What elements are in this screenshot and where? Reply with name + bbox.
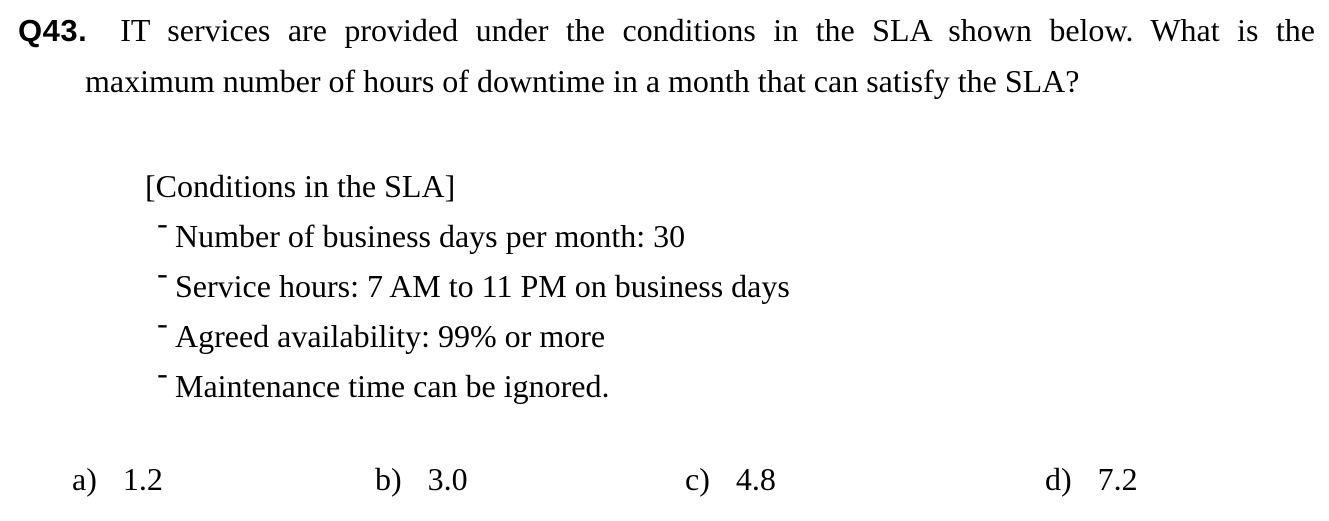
option-value: 4.8 — [735, 461, 776, 497]
question-text-line1: IT services are provided under the condi… — [120, 12, 1315, 48]
condition-text: Agreed availability: 99% or more — [175, 318, 606, 354]
option-letter: b) — [375, 461, 402, 497]
option-letter: d) — [1045, 461, 1072, 497]
condition-text: Number of business days per month: 30 — [175, 218, 686, 254]
option-letter: a) — [72, 461, 97, 497]
option-letter: c) — [685, 461, 710, 497]
conditions-header: [Conditions in the SLA] — [145, 168, 456, 204]
question-line-1: Q43. IT services are provided under the c… — [18, 5, 1315, 56]
dash-bullet-icon: - — [157, 205, 168, 241]
dash-bullet-icon: - — [157, 305, 168, 341]
condition-text: Maintenance time can be ignored. — [175, 368, 610, 404]
condition-text: Service hours: 7 AM to 11 PM on business… — [175, 268, 790, 304]
question-number: Q43. — [18, 13, 88, 48]
condition-item-maintenance: - Maintenance time can be ignored. — [145, 355, 1315, 411]
condition-item-business-days: - Number of business days per month: 30 — [145, 205, 1315, 261]
question-text-line2: maximum number of hours of downtime in a… — [85, 63, 1080, 99]
answer-option-d: d) 7.2 — [1045, 454, 1138, 504]
dash-bullet-icon: - — [157, 355, 168, 391]
answer-option-c: c) 4.8 — [685, 454, 776, 504]
option-value: 7.2 — [1097, 461, 1138, 497]
answer-options-row: a) 1.2 b) 3.0 c) 4.8 d) 7.2 — [18, 454, 1315, 504]
option-value: 1.2 — [122, 461, 163, 497]
condition-item-availability: - Agreed availability: 99% or more — [145, 305, 1315, 361]
option-value: 3.0 — [427, 461, 468, 497]
condition-item-service-hours: - Service hours: 7 AM to 11 PM on busines… — [145, 255, 1315, 311]
answer-option-a: a) 1.2 — [72, 454, 163, 504]
answer-option-b: b) 3.0 — [375, 454, 468, 504]
dash-bullet-icon: - — [157, 255, 168, 291]
sla-conditions-block: [Conditions in the SLA] - Number of busin… — [145, 161, 1315, 411]
